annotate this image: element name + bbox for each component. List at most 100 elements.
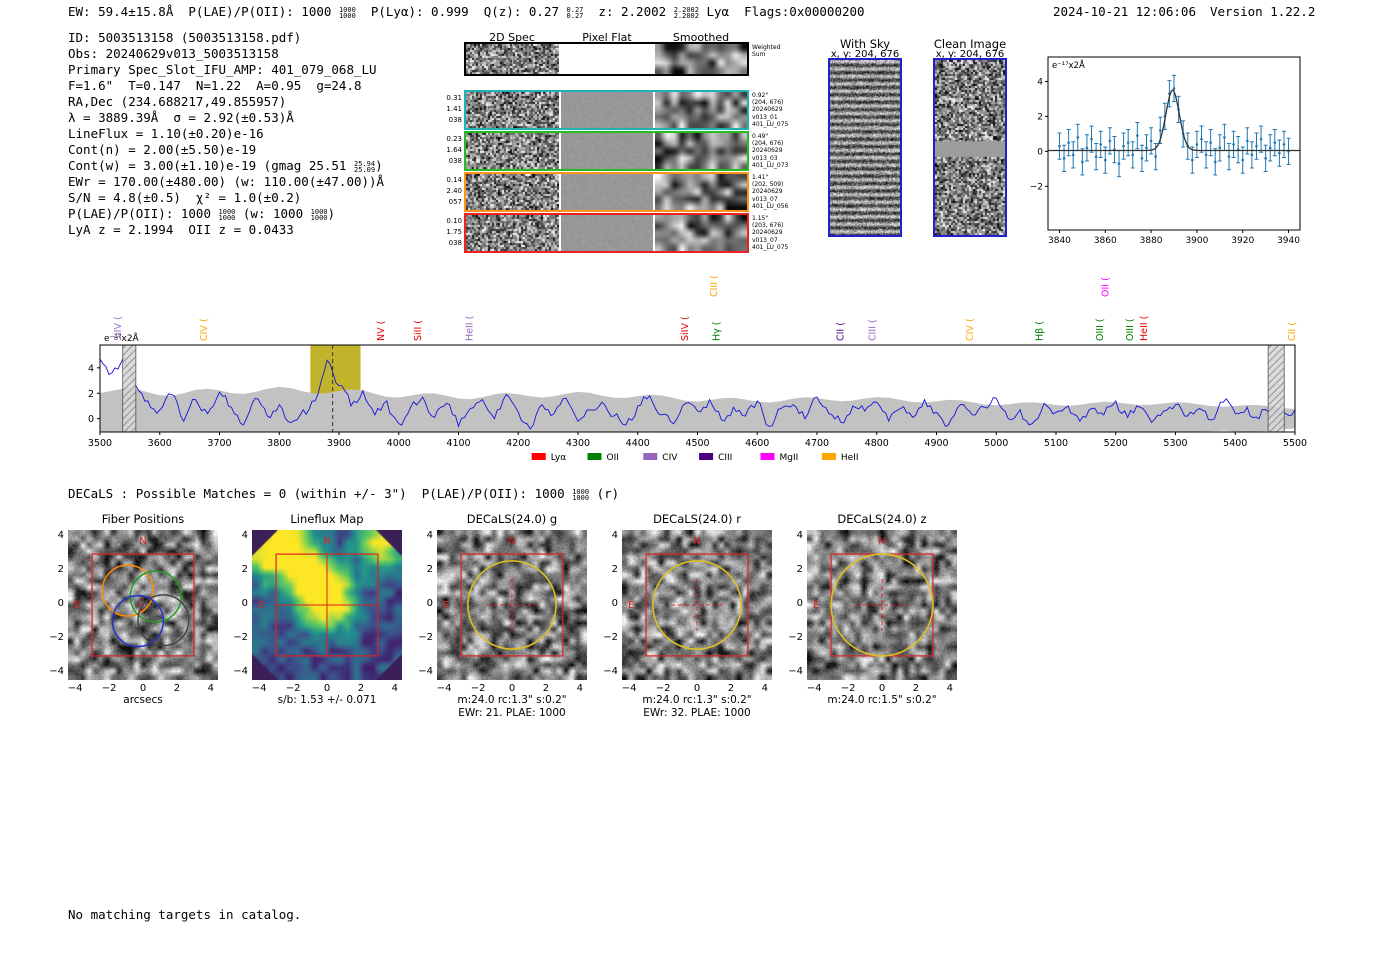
- svg-text:3900: 3900: [1185, 236, 1208, 246]
- svg-text:N: N: [693, 536, 700, 547]
- svg-text:e⁻¹⁷x2Å: e⁻¹⁷x2Å: [1052, 59, 1085, 71]
- cutout-col-header: Pixel Flat: [582, 31, 632, 44]
- panel-overlay: NE: [443, 536, 564, 657]
- spec2d-cutout: [466, 44, 559, 74]
- y-tick-label: −2: [418, 631, 433, 643]
- y-tick-label: 0: [426, 598, 433, 609]
- y-tick-label: 2: [241, 564, 248, 576]
- svg-text:N: N: [139, 536, 146, 547]
- x-tick-label: −4: [251, 683, 267, 694]
- svg-text:E: E: [74, 600, 80, 611]
- x-tick-label: 0: [508, 683, 516, 694]
- sky-noise-canvas: [935, 60, 1005, 235]
- x-tick-label: 4: [207, 683, 215, 694]
- sky-panel-coords: x, y: 204, 676: [935, 49, 1005, 60]
- cutout-row: [464, 131, 749, 171]
- svg-text:SiIV (: SiIV (: [680, 316, 691, 341]
- x-tick-label: −2: [101, 683, 117, 694]
- svg-text:MgII: MgII: [780, 453, 799, 463]
- svg-text:e⁻¹⁷x2Å: e⁻¹⁷x2Å: [104, 332, 140, 344]
- panel-caption: m:24.0 rc:1.3" s:0.2": [457, 694, 567, 706]
- y-tick-label: −2: [603, 631, 618, 643]
- svg-text:3700: 3700: [207, 438, 231, 449]
- text-segment: Primary Spec_Slot_IFU_AMP: 401_079_068_L…: [68, 62, 377, 77]
- panel-image: [807, 530, 957, 680]
- x-tick-label: 2: [727, 683, 735, 694]
- panel-caption: s/b: 1.53 +/- 0.071: [277, 694, 377, 706]
- text-segment: DECaLS : Possible Matches = 0 (within +/…: [68, 486, 573, 501]
- panel-image: [437, 530, 587, 680]
- svg-text:Lyα: Lyα: [551, 453, 567, 463]
- pixelflat-cutout: [561, 174, 653, 210]
- stacked-fraction: 0.27 0.27: [566, 5, 584, 20]
- cutout-col-header: Smoothed: [672, 31, 730, 44]
- info-line: Cont(n) = 2.00(±5.50)e-19: [68, 142, 384, 158]
- svg-text:4: 4: [88, 363, 94, 374]
- text-segment: LineFlux = 1.10(±0.20)e-16: [68, 126, 264, 141]
- svg-text:HeII: HeII: [841, 453, 859, 463]
- y-tick-label: 0: [241, 598, 248, 609]
- pixelflat-cutout: [561, 215, 653, 251]
- info-line: Cont(w) = 3.00(±1.10)e-19 (gmag 25.51 25…: [68, 158, 384, 174]
- clean-image: [933, 58, 1007, 237]
- y-tick-label: −4: [788, 665, 803, 677]
- info-line: LineFlux = 1.10(±0.20)e-16: [68, 126, 384, 142]
- svg-text:3600: 3600: [148, 438, 172, 449]
- x-tick-label: 0: [323, 683, 331, 694]
- x-tick-label: 4: [946, 683, 954, 694]
- svg-text:5400: 5400: [1223, 438, 1247, 449]
- y-tick-label: −4: [233, 665, 248, 677]
- svg-text:Hγ (: Hγ (: [712, 322, 723, 342]
- cutout-right-label: 0.92" (204, 676) 20240629 v013_01 401_LU_075: [752, 92, 789, 128]
- svg-text:3800: 3800: [267, 438, 291, 449]
- info-line: EWr = 170.00(±480.00) (w: 110.00(±47.00)…: [68, 174, 384, 190]
- cutout-row: [464, 90, 749, 130]
- svg-text:E: E: [443, 600, 449, 611]
- panel-overlay: NE: [258, 536, 379, 657]
- x-tick-label: −4: [806, 683, 822, 694]
- text-segment: (w: 1000: [235, 206, 311, 221]
- panel-overlay: NE: [628, 536, 749, 657]
- svg-text:CIII: CIII: [718, 453, 732, 463]
- y-tick-label: −4: [603, 665, 618, 677]
- svg-text:3500: 3500: [88, 438, 112, 449]
- spec2d-cutout: [466, 174, 559, 210]
- panel-caption: m:24.0 rc:1.5" s:0.2": [827, 694, 937, 706]
- panel-image: [622, 530, 772, 680]
- text-segment: Obs: 20240629v013_5003513158: [68, 46, 279, 61]
- cutout-col-header: 2D Spec: [489, 31, 535, 44]
- sky-noise-canvas: [830, 60, 900, 235]
- y-tick-label: 4: [796, 530, 803, 542]
- sky-panel-coords: x, y: 204, 676: [830, 49, 900, 60]
- y-tick-label: 2: [796, 564, 803, 576]
- svg-text:CIII (: CIII (: [709, 275, 720, 297]
- svg-text:E: E: [258, 600, 264, 611]
- y-tick-label: 2: [426, 564, 433, 576]
- svg-text:4900: 4900: [924, 438, 948, 449]
- svg-text:4700: 4700: [805, 438, 829, 449]
- info-line: λ = 3889.39Å σ = 2.92(±0.53)Å: [68, 110, 384, 126]
- cutout-right-label: 1.41" (202, 509) 20240629 v013_07 401_LU_056: [752, 174, 789, 210]
- footer-notes: No matching targets in catalog. Row inte…: [68, 875, 301, 953]
- svg-text:N: N: [508, 536, 515, 547]
- text-segment: P(LAE)/P(OII): 1000: [68, 206, 219, 221]
- svg-text:4100: 4100: [446, 438, 470, 449]
- svg-text:NV (: NV (: [376, 321, 387, 341]
- text-segment: EW: 59.4±15.8Å P(LAE)/P(OII): 1000: [68, 4, 339, 19]
- panel-caption: EWr: 32. PLAE: 1000: [643, 707, 751, 719]
- x-tick-label: 2: [912, 683, 920, 694]
- cutout-left-label: 0.10 1.75 038: [446, 217, 462, 247]
- stacked-fraction: 1000 1000: [338, 5, 356, 20]
- cutout-right-label: 1.15" (203, 676) 20240629 v013_07 401_LU_075: [752, 215, 789, 251]
- text-segment: (r): [589, 486, 620, 501]
- y-tick-label: 0: [57, 598, 64, 609]
- text-segment: F=1.6" T=0.147 N=1.22 A=0.95 g=24.8: [68, 78, 362, 93]
- x-tick-label: −4: [621, 683, 637, 694]
- svg-text:4600: 4600: [745, 438, 769, 449]
- spec2d-cutout: [466, 133, 559, 169]
- text-segment: Cont(w) = 3.00(±1.10)e-19 (gmag 25.51: [68, 158, 354, 173]
- svg-text:4400: 4400: [626, 438, 650, 449]
- y-tick-label: −2: [788, 631, 803, 643]
- svg-text:5200: 5200: [1104, 438, 1128, 449]
